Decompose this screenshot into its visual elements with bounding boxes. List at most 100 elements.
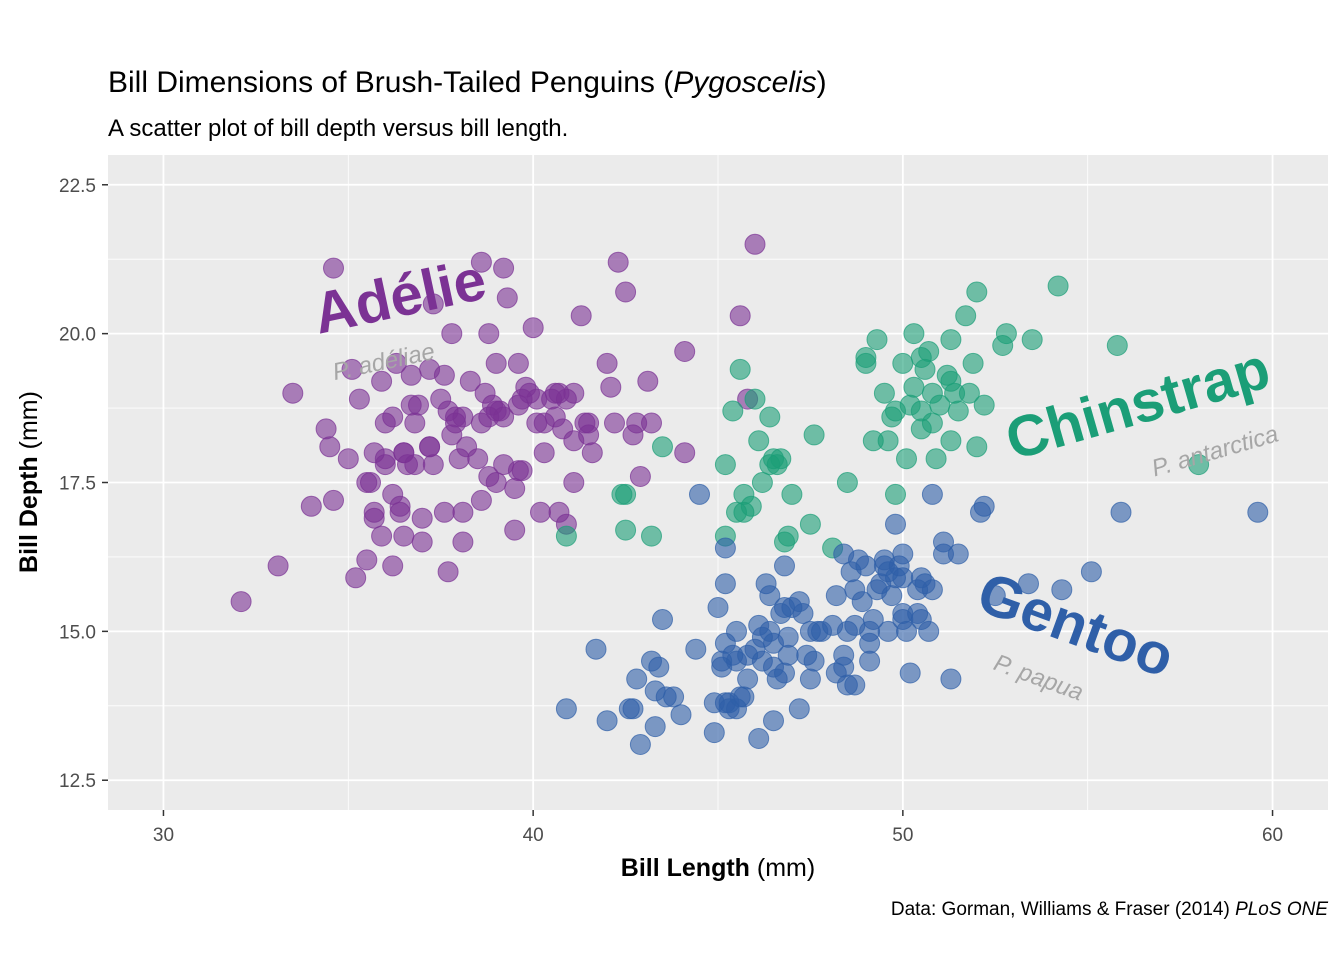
data-point bbox=[777, 644, 799, 666]
data-point bbox=[689, 483, 710, 505]
data-point bbox=[319, 436, 341, 458]
y-tick-label: 20.0 bbox=[59, 325, 96, 346]
data-point bbox=[781, 597, 803, 618]
data-point bbox=[674, 442, 696, 464]
data-point bbox=[581, 442, 603, 464]
data-point bbox=[533, 442, 555, 464]
data-point bbox=[419, 436, 441, 458]
data-point bbox=[648, 656, 670, 678]
data-point bbox=[622, 698, 644, 720]
data-point bbox=[744, 233, 766, 255]
data-point bbox=[774, 662, 795, 684]
data-point bbox=[437, 561, 459, 583]
data-point bbox=[748, 728, 770, 749]
data-point bbox=[615, 281, 637, 303]
data-point bbox=[947, 543, 969, 565]
data-point bbox=[729, 358, 751, 380]
data-point bbox=[441, 323, 463, 345]
data-point bbox=[862, 609, 884, 630]
data-point bbox=[851, 591, 873, 613]
data-point bbox=[323, 257, 344, 279]
data-point bbox=[526, 412, 548, 434]
y-tick-label: 22.5 bbox=[59, 176, 96, 197]
data-point bbox=[855, 347, 877, 368]
data-point bbox=[578, 412, 600, 434]
data-point bbox=[411, 507, 433, 529]
data-point bbox=[422, 454, 444, 476]
data-point bbox=[604, 412, 625, 434]
data-point bbox=[885, 513, 906, 535]
data-point bbox=[600, 376, 622, 398]
data-point bbox=[363, 442, 385, 464]
data-point bbox=[918, 620, 940, 642]
data-point bbox=[644, 716, 666, 738]
data-point bbox=[925, 448, 947, 470]
data-point bbox=[751, 472, 773, 493]
data-point bbox=[363, 501, 385, 523]
data-point bbox=[607, 251, 629, 273]
data-point bbox=[404, 454, 426, 476]
y-tick-label: 15.0 bbox=[59, 622, 96, 643]
data-point bbox=[433, 501, 455, 523]
data-point bbox=[507, 352, 529, 374]
data-point bbox=[385, 352, 407, 374]
data-point bbox=[799, 513, 821, 535]
data-point bbox=[859, 650, 881, 672]
data-point bbox=[360, 472, 381, 493]
data-point bbox=[1080, 561, 1102, 583]
data-point bbox=[663, 686, 685, 708]
data-point bbox=[452, 501, 474, 523]
data-point bbox=[896, 448, 917, 470]
data-point bbox=[382, 406, 404, 428]
data-point bbox=[833, 644, 855, 666]
data-point bbox=[629, 734, 651, 755]
data-point bbox=[777, 626, 799, 648]
data-point bbox=[615, 483, 637, 505]
data-point bbox=[485, 352, 507, 374]
data-point bbox=[885, 483, 906, 505]
data-point bbox=[548, 382, 570, 404]
data-point bbox=[563, 472, 585, 493]
data-point bbox=[803, 650, 825, 672]
data-point bbox=[504, 519, 526, 541]
data-point bbox=[1188, 454, 1210, 476]
data-point bbox=[737, 668, 759, 690]
data-point bbox=[899, 662, 921, 684]
data-point bbox=[759, 585, 781, 607]
data-point bbox=[892, 543, 914, 565]
data-point bbox=[596, 710, 618, 732]
data-point bbox=[522, 317, 544, 339]
data-point bbox=[433, 364, 455, 386]
data-point bbox=[382, 555, 404, 577]
data-point bbox=[936, 364, 958, 386]
data-point bbox=[788, 698, 810, 720]
data-point bbox=[714, 537, 736, 559]
data-point bbox=[748, 430, 770, 452]
data-point bbox=[947, 400, 969, 422]
data-point bbox=[496, 287, 518, 309]
data-point bbox=[315, 418, 337, 440]
data-point bbox=[470, 251, 492, 273]
data-point bbox=[493, 257, 515, 279]
data-point bbox=[984, 585, 1006, 607]
data-point bbox=[759, 406, 781, 428]
data-point bbox=[411, 531, 433, 553]
data-point bbox=[799, 668, 821, 690]
data-point bbox=[493, 454, 515, 476]
data-point bbox=[504, 478, 526, 499]
x-tick-label: 30 bbox=[153, 825, 174, 846]
data-point bbox=[519, 382, 540, 404]
data-point bbox=[973, 495, 995, 517]
data-point bbox=[371, 370, 393, 392]
data-point bbox=[282, 382, 304, 404]
x-axis-title: Bill Length (mm) bbox=[621, 854, 815, 882]
data-point bbox=[962, 352, 984, 374]
data-point bbox=[955, 305, 977, 327]
data-point bbox=[652, 436, 673, 458]
data-point bbox=[726, 620, 747, 642]
data-point bbox=[1021, 329, 1043, 351]
data-point bbox=[777, 525, 799, 547]
data-point bbox=[470, 489, 492, 511]
x-tick-label: 60 bbox=[1262, 825, 1283, 846]
